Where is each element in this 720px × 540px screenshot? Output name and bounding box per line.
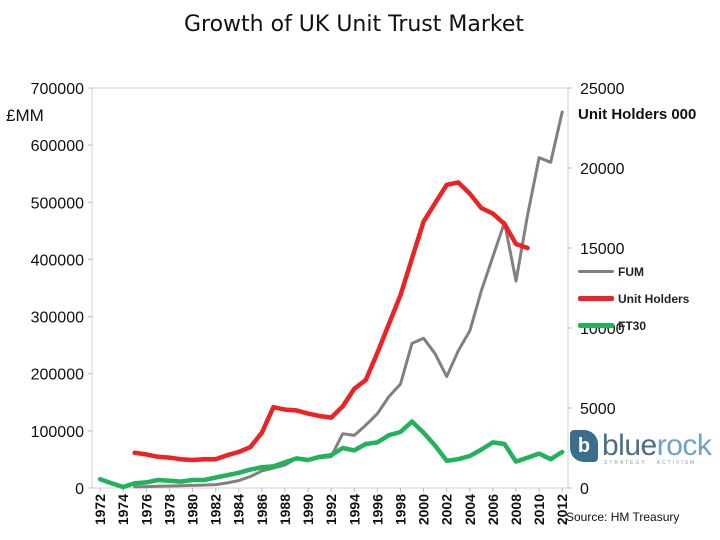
x-axis-tick-label: 1974 (115, 494, 131, 525)
legend-label-ft30: FT30 (618, 318, 647, 333)
right-axis-tick-label: 15000 (580, 241, 625, 258)
legend-swatch-ft30 (578, 323, 614, 328)
right-axis-label: Unit Holders 000 (578, 106, 697, 123)
bluerock-logo: b bluerock STRATEGY · ACTIVISM (570, 429, 712, 466)
x-axis-tick-label: 1986 (254, 494, 270, 525)
x-axis-tick-label: 2010 (531, 494, 547, 525)
left-axis-tick-label: 500000 (31, 195, 84, 212)
left-axis-tick-label: 0 (75, 481, 84, 498)
x-axis-tick-label: 1996 (369, 494, 385, 525)
x-axis-tick-label: 1978 (161, 494, 177, 525)
x-axis-tick-label: 2008 (508, 494, 524, 525)
series-line-ft30 (97, 419, 565, 490)
x-axis-tick-label: 2002 (439, 494, 455, 525)
x-axis-tick-label: 1990 (300, 494, 316, 525)
x-axis-tick-label: 1994 (346, 494, 362, 525)
x-axis-tick-label: 2006 (485, 494, 501, 525)
x-axis-tick-label: 2012 (554, 494, 570, 525)
bluerock-logo-text: bluerock (602, 429, 712, 462)
x-axis-tick-label: 1982 (208, 494, 224, 525)
bluerock-logo-mark-icon: b (570, 430, 598, 462)
legend: FUM Unit Holders FT30 (578, 258, 689, 339)
x-axis-tick-label: 1976 (138, 494, 154, 525)
x-axis-tick-label: 1988 (277, 494, 293, 525)
left-axis-tick-label: 300000 (31, 310, 84, 327)
legend-item-fum: FUM (578, 258, 689, 285)
legend-swatch-unit-holders (578, 296, 614, 301)
x-axis-tick-label: 1998 (392, 494, 408, 525)
x-axis-tick-label: 1980 (185, 494, 201, 525)
x-axis-tick-label: 1992 (323, 494, 339, 525)
legend-label-fum: FUM (618, 264, 644, 279)
right-axis-tick-label: 20000 (580, 161, 625, 178)
left-axis-tick-label: 200000 (31, 367, 84, 384)
plot-area (91, 87, 569, 489)
x-axis-tick-label: 2000 (416, 494, 432, 525)
series-line-unit-holders (132, 180, 530, 463)
right-axis-tick-label: 25000 (580, 81, 625, 98)
series-line-fum (133, 110, 564, 489)
bluerock-logo-tagline: STRATEGY · ACTIVISM (604, 460, 697, 466)
x-axis-tick-label: 2004 (462, 494, 478, 525)
source-note: Source: HM Treasury (566, 510, 680, 524)
legend-item-ft30: FT30 (578, 312, 689, 339)
left-axis-tick-label: 400000 (31, 252, 84, 269)
legend-item-unit-holders: Unit Holders (578, 285, 689, 312)
right-axis-tick-label: 5000 (580, 401, 616, 418)
chart-title: Growth of UK Unit Trust Market (183, 12, 525, 37)
right-axis-tick-label: 0 (580, 481, 589, 498)
x-axis-tick-label: 1972 (92, 494, 108, 525)
left-axis-tick-label: 600000 (31, 138, 84, 155)
legend-label-unit-holders: Unit Holders (618, 291, 690, 306)
left-axis-tick-label: 700000 (31, 81, 84, 98)
left-axis-label: £MM (6, 106, 44, 125)
x-axis-tick-label: 1984 (231, 494, 247, 525)
legend-swatch-fum (578, 270, 614, 273)
left-axis-tick-label: 100000 (31, 424, 84, 441)
